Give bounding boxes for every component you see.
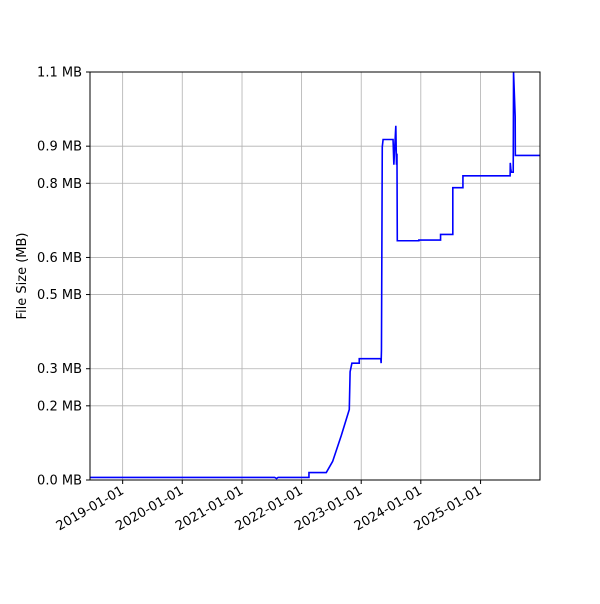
plot-area	[90, 71, 540, 480]
y-tick-label: 0.9 MB	[37, 140, 82, 155]
x-axis: 2019-01-012020-01-012021-01-012022-01-01…	[54, 480, 485, 534]
y-tick-label: 0.0 MB	[37, 474, 82, 489]
grid	[90, 71, 540, 481]
y-tick-label: 1.1 MB	[37, 66, 82, 81]
series-line	[90, 71, 540, 480]
plot-frame	[89, 71, 541, 481]
y-tick-label: 0.6 MB	[37, 251, 82, 266]
y-tick-label: 0.3 MB	[37, 362, 82, 377]
y-axis-label: File Size (MB)	[15, 233, 30, 320]
x-tick-label: 2025-01-01	[412, 483, 485, 534]
y-axis: 0.0 MB 0.2 MB 0.3 MB 0.5 MB 0.6 MB 0.8 MB 0.9 …	[37, 66, 90, 489]
y-tick-label: 0.2 MB	[37, 399, 82, 414]
y-tick-label: 0.5 MB	[37, 288, 82, 303]
y-tick-label: 0.8 MB	[37, 177, 82, 192]
